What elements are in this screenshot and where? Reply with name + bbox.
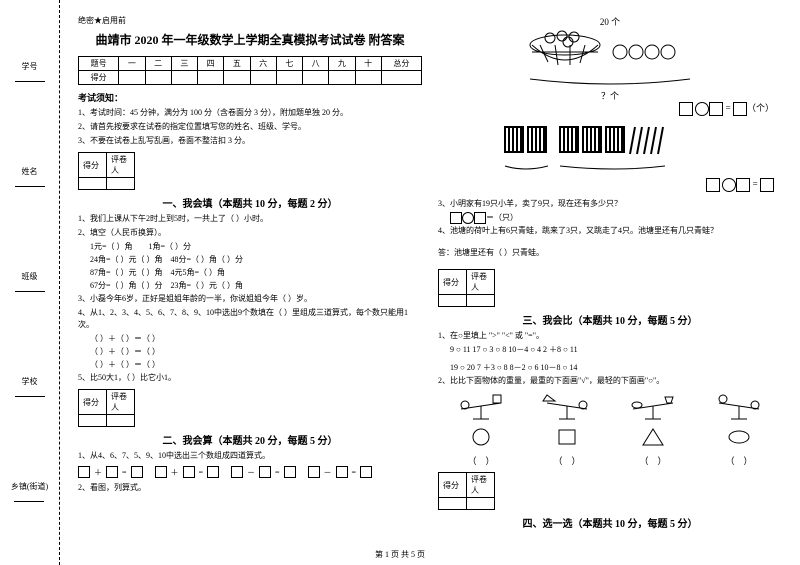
q1-2-row: 87角=（ ）元（ ）角 4元5角=（ ）角	[90, 267, 422, 279]
eq-shapes-2: =	[446, 178, 774, 192]
q-sheep-ans: ＝（只）	[450, 212, 782, 224]
q1-2: 2、填空（人民币换算）。	[78, 227, 422, 239]
q3-1-row: 19 ○ 20 7 ＋3 ○ 8 8－2 ○ 6 10－8 ○ 14	[450, 362, 782, 374]
bind-field-1: 乡镇(街道)	[11, 481, 48, 504]
balance-paren-row: （ ）（ ）（ ）（ ）	[438, 454, 782, 467]
section3-title: 三、我会比（本题共 10 分，每题 5 分）	[438, 312, 782, 327]
left-column: 绝密★启用前 曲靖市 2020 年一年级数学上学期全真模拟考试试卷 附答案 题号…	[70, 15, 430, 550]
q3-1: 1、在○里填上 ">" "<" 或 "="。	[438, 330, 782, 342]
q1-3: 3、小磊今年6岁，正好是姐姐年龄的一半，你说姐姐今年（ ）岁。	[78, 293, 422, 305]
balance-icon	[537, 391, 597, 421]
q1-2-row: 1元=（ ）角 1角=（ ）分	[90, 241, 422, 253]
sticks-figure	[438, 122, 782, 172]
item-icon	[547, 425, 587, 450]
notice-item: 1、考试时间：45 分钟，满分为 100 分（含卷面分 3 分），附加题单独 2…	[78, 107, 422, 119]
section4-title: 四、选一选（本题共 10 分，每题 5 分）	[438, 515, 782, 530]
section2-title: 二、我会算（本题共 20 分，每题 5 分）	[78, 432, 422, 447]
section2-scorebox: 得分评卷人	[78, 389, 422, 427]
section1-scorebox: 得分评卷人	[78, 152, 422, 190]
exam-title: 曲靖市 2020 年一年级数学上学期全真模拟考试试卷 附答案	[78, 31, 422, 48]
balance-figures	[438, 391, 782, 421]
eq-boxes-row: ＋= ＋= －= －=	[78, 466, 422, 478]
q3-1-row: 9 ○ 11 17 ○ 3 ○ 8 10－4 ○ 4 2 ＋8 ○ 11	[450, 344, 782, 356]
q-frog-ans: 答：池塘里还有（ ）只青蛙。	[438, 247, 782, 259]
basket-top-label: 20 个	[438, 15, 782, 28]
binding-margin: 学号 姓名 班级 学校 乡镇(街道)	[0, 0, 60, 565]
section3-scorebox: 得分评卷人	[438, 269, 782, 307]
q2-1: 1、从4、6、7、5、9、10中选出三个数组成四道算式。	[78, 450, 422, 462]
balance-answer-row	[438, 425, 782, 450]
q2-2: 2、看图，列算式。	[78, 482, 422, 494]
exam-page: 学号 姓名 班级 学校 乡镇(街道) 绝密★启用前 曲靖市 2020 年一年级数…	[0, 0, 800, 565]
table-row: 得分	[79, 71, 422, 85]
q3-2: 2、比比下面物体的重量，最重的下面画"√"，最轻的下面画"○"。	[438, 375, 782, 387]
section4-scorebox: 得分评卷人	[438, 472, 782, 510]
basket-bottom-label: ？个	[438, 89, 782, 102]
q-frog: 4、池塘的荷叶上有6只青蛙，跳来了3只，又跳走了4只。池塘里还有几只青蛙？	[438, 225, 782, 237]
bind-field-5: 学号	[15, 61, 45, 84]
bind-field-3: 班级	[15, 271, 45, 294]
item-icon	[633, 425, 673, 450]
q1-4-row: （ ）＋（ ）＝（ ）	[90, 359, 422, 371]
q1-2-row: 67分=（ ）角（ ）分 23角=（ ）元（ ）角	[90, 280, 422, 292]
page-footer: 第 1 页 共 5 页	[0, 549, 800, 560]
notice-item: 3、不要在试卷上乱写乱画，卷面不整洁扣 3 分。	[78, 135, 422, 147]
balance-icon	[709, 391, 769, 421]
notice-item: 2、请首先按要求在试卷的指定位置填写您的姓名、班级、学号。	[78, 121, 422, 133]
content-area: 绝密★启用前 曲靖市 2020 年一年级数学上学期全真模拟考试试卷 附答案 题号…	[60, 0, 800, 565]
table-row: 题号 一 二 三 四 五 六 七 八 九 十 总分	[79, 57, 422, 71]
q1-4-row: （ ）＋（ ）＝（ ）	[90, 333, 422, 345]
bind-field-2: 学校	[15, 376, 45, 399]
item-icon	[461, 425, 501, 450]
basket-icon	[520, 30, 700, 75]
basket-figure: 20 个 ？个	[438, 15, 782, 95]
bind-field-4: 姓名	[15, 166, 45, 189]
notice-heading: 考试须知：	[78, 91, 422, 104]
item-icon	[719, 425, 759, 450]
section1-title: 一、我会填（本题共 10 分，每题 2 分）	[78, 195, 422, 210]
secrecy-label: 绝密★启用前	[78, 15, 422, 26]
q1-1: 1、我们上课从下午2时上到5时，一共上了（ ）小时。	[78, 213, 422, 225]
sticks-icon	[500, 122, 720, 162]
score-summary-table: 题号 一 二 三 四 五 六 七 八 九 十 总分 得分	[78, 56, 422, 85]
brace-icon	[500, 164, 720, 172]
balance-icon	[451, 391, 511, 421]
q1-4-row: （ ）＋（ ）＝（ ）	[90, 346, 422, 358]
balance-icon	[623, 391, 683, 421]
q1-4: 4、从1、2、3、4、5、6、7、8、9、10中选出9个数填在（ ）里组成三道算…	[78, 307, 422, 331]
q1-5: 5、比50大1，（ ）比它小1。	[78, 372, 422, 384]
q1-2-row: 24角=（ ）元（ ）角 48分=（ ）角（ ）分	[90, 254, 422, 266]
right-column: 20 个 ？个 = （个）	[430, 15, 790, 550]
brace-icon	[520, 77, 700, 87]
q-sheep: 3、小明家有19只小羊，卖了9只，现在还有多少只？	[438, 198, 782, 210]
eq-shapes-1: = （个）	[446, 101, 774, 116]
